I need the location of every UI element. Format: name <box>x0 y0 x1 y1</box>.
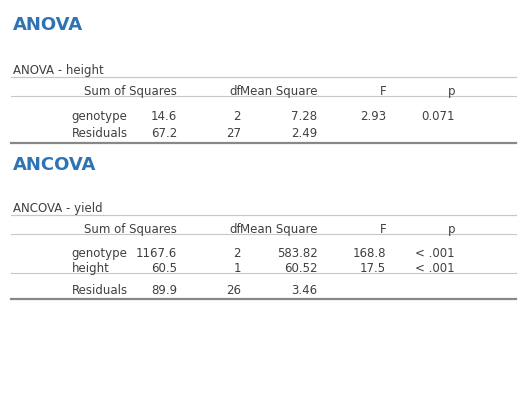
Text: ANOVA: ANOVA <box>13 16 84 34</box>
Text: 2: 2 <box>233 247 241 260</box>
Text: ANCOVA - yield: ANCOVA - yield <box>13 202 103 216</box>
Text: 26: 26 <box>226 284 241 297</box>
Text: < .001: < .001 <box>415 247 455 260</box>
Text: 3.46: 3.46 <box>291 284 317 297</box>
Text: 583.82: 583.82 <box>277 247 317 260</box>
Text: F: F <box>379 223 386 236</box>
Text: Residuals: Residuals <box>71 127 127 140</box>
Text: Mean Square: Mean Square <box>240 223 317 236</box>
Text: 0.071: 0.071 <box>422 110 455 123</box>
Text: df: df <box>229 85 241 98</box>
Text: p: p <box>448 85 455 98</box>
Text: 1167.6: 1167.6 <box>136 247 177 260</box>
Text: 7.28: 7.28 <box>291 110 317 123</box>
Text: < .001: < .001 <box>415 262 455 275</box>
Text: genotype: genotype <box>71 110 127 123</box>
Text: 89.9: 89.9 <box>151 284 177 297</box>
Text: 17.5: 17.5 <box>360 262 386 275</box>
Text: Mean Square: Mean Square <box>240 85 317 98</box>
Text: 14.6: 14.6 <box>151 110 177 123</box>
Text: 67.2: 67.2 <box>151 127 177 140</box>
Text: 60.52: 60.52 <box>284 262 317 275</box>
Text: height: height <box>71 262 110 275</box>
Text: ANCOVA: ANCOVA <box>13 156 97 174</box>
Text: 2: 2 <box>233 110 241 123</box>
Text: 27: 27 <box>226 127 241 140</box>
Text: Sum of Squares: Sum of Squares <box>84 223 177 236</box>
Text: 60.5: 60.5 <box>151 262 177 275</box>
Text: 2.93: 2.93 <box>360 110 386 123</box>
Text: Sum of Squares: Sum of Squares <box>84 85 177 98</box>
Text: Residuals: Residuals <box>71 284 127 297</box>
Text: 2.49: 2.49 <box>291 127 317 140</box>
Text: ANOVA - height: ANOVA - height <box>13 64 104 77</box>
Text: 1: 1 <box>233 262 241 275</box>
Text: 168.8: 168.8 <box>353 247 386 260</box>
Text: p: p <box>448 223 455 236</box>
Text: F: F <box>379 85 386 98</box>
Text: genotype: genotype <box>71 247 127 260</box>
Text: df: df <box>229 223 241 236</box>
